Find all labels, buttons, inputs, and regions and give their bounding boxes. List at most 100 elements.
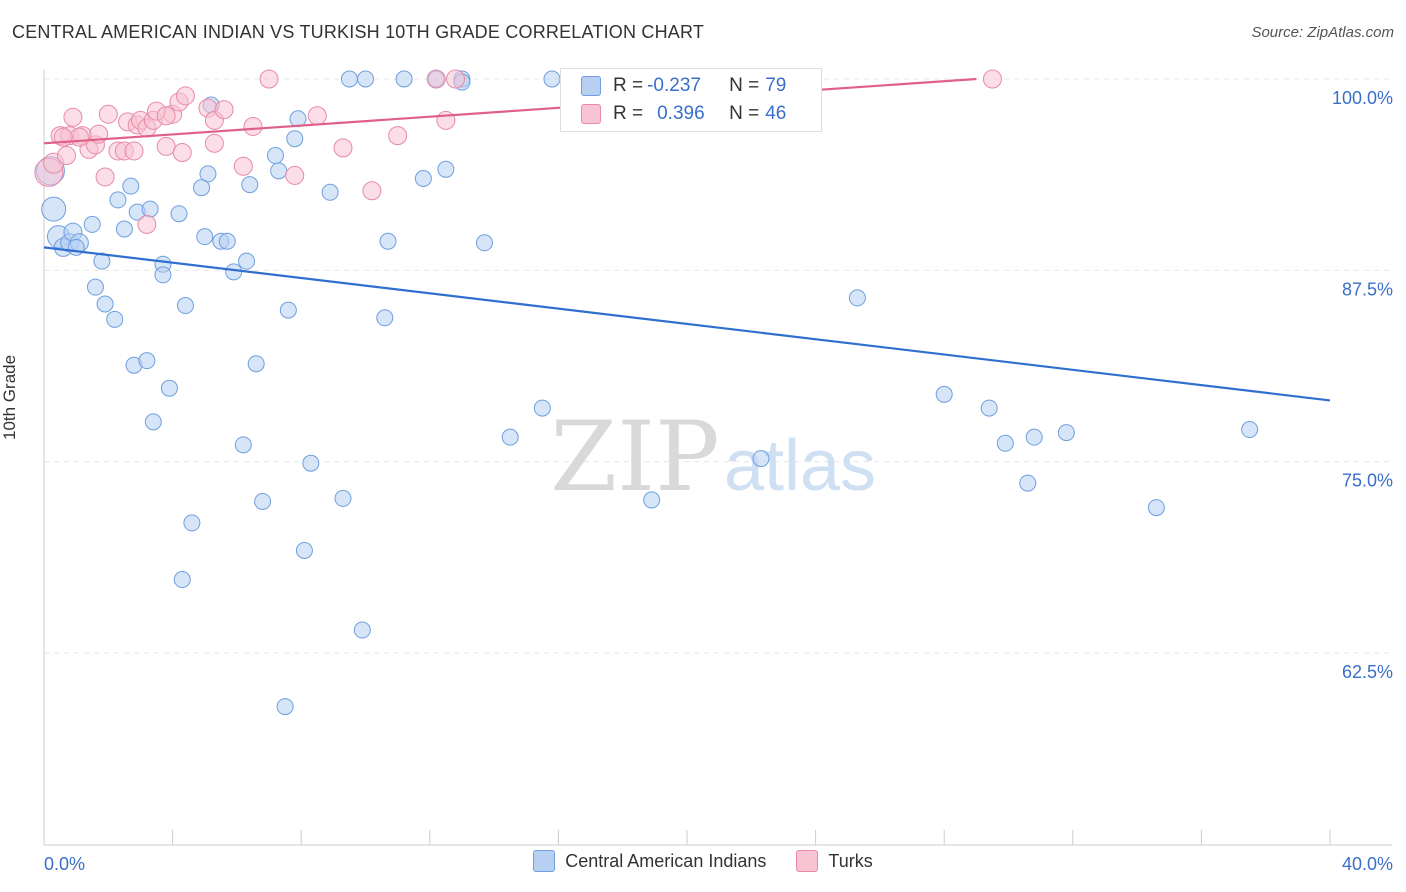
data-point-blue bbox=[225, 263, 243, 281]
data-point-blue bbox=[122, 177, 140, 195]
data-point-blue bbox=[234, 436, 252, 454]
data-point-blue bbox=[475, 234, 493, 252]
data-point-blue bbox=[106, 310, 124, 328]
data-point-blue bbox=[93, 252, 111, 270]
data-point-pink bbox=[98, 104, 118, 124]
watermark: ZIP atlas bbox=[550, 401, 876, 513]
data-point-blue bbox=[376, 309, 394, 327]
data-point-pink bbox=[446, 69, 466, 89]
series-legend-item-blue[interactable]: Central American Indians bbox=[533, 850, 766, 872]
data-point-blue bbox=[295, 541, 313, 559]
data-point-blue bbox=[196, 228, 214, 246]
data-point-pink bbox=[95, 167, 115, 187]
axes bbox=[43, 70, 1392, 846]
data-point-blue bbox=[247, 355, 265, 373]
data-point-blue bbox=[218, 232, 236, 250]
data-point-blue bbox=[41, 196, 67, 222]
data-point-blue bbox=[395, 70, 413, 88]
data-point-blue bbox=[980, 399, 998, 417]
data-point-blue bbox=[357, 70, 374, 88]
data-point-blue bbox=[173, 571, 191, 589]
y-tick-label: 100.0% bbox=[1332, 88, 1393, 108]
chart-title: CENTRAL AMERICAN INDIAN VS TURKISH 10TH … bbox=[12, 22, 705, 42]
data-point-pink bbox=[156, 106, 176, 126]
chart-source: Source: ZipAtlas.com bbox=[1251, 24, 1394, 41]
data-points bbox=[34, 69, 1259, 716]
data-point-blue bbox=[141, 200, 159, 218]
data-point-blue bbox=[1057, 424, 1075, 442]
data-point-pink bbox=[204, 133, 224, 153]
data-point-blue bbox=[238, 252, 256, 270]
data-point-blue bbox=[254, 492, 272, 510]
data-point-pink bbox=[214, 100, 234, 120]
legend-r-value-pink: 0.396 bbox=[657, 103, 705, 124]
correlation-legend: R = -0.237 N = 79 R = 0.396 N = 46 bbox=[560, 68, 822, 132]
data-point-pink bbox=[259, 69, 279, 89]
data-point-pink bbox=[233, 156, 253, 176]
data-point-blue bbox=[321, 183, 339, 201]
legend-row-blue: R = -0.237 N = 79 bbox=[581, 73, 786, 99]
data-point-pink bbox=[124, 141, 144, 161]
data-point-pink bbox=[172, 142, 192, 162]
data-point-blue bbox=[138, 352, 156, 370]
watermark-atlas: atlas bbox=[724, 426, 876, 506]
series-swatch-pink bbox=[796, 850, 819, 872]
legend-row-pink: R = 0.396 N = 46 bbox=[581, 101, 786, 127]
x-tick-label: 40.0% bbox=[1342, 854, 1393, 874]
data-point-blue bbox=[193, 179, 211, 197]
data-point-pink bbox=[69, 127, 89, 147]
data-point-pink bbox=[436, 110, 456, 130]
data-point-pink bbox=[57, 146, 77, 166]
data-point-pink bbox=[63, 107, 83, 127]
data-point-blue bbox=[199, 165, 217, 183]
legend-swatch-pink bbox=[581, 104, 601, 124]
data-point-blue bbox=[86, 278, 104, 296]
data-point-blue bbox=[334, 489, 352, 507]
tick-labels: 100.0% 87.5% 75.0% 62.5% 0.0% 40.0% bbox=[44, 88, 1393, 874]
data-point-pink bbox=[982, 69, 1002, 89]
data-point-pink bbox=[388, 126, 408, 146]
series-label-pink: Turks bbox=[828, 850, 873, 871]
data-point-pink bbox=[243, 116, 263, 136]
data-point-blue bbox=[379, 232, 397, 250]
data-point-pink bbox=[137, 214, 157, 234]
data-point-blue bbox=[96, 295, 114, 313]
data-point-blue bbox=[848, 289, 866, 307]
data-point-blue bbox=[154, 266, 172, 284]
trend-line-blue bbox=[43, 246, 1331, 402]
series-legend-item-pink[interactable]: Turks bbox=[796, 850, 873, 872]
watermark-zip: ZIP bbox=[550, 401, 719, 513]
y-axis-label: 10th Grade bbox=[0, 354, 19, 440]
data-point-blue bbox=[176, 297, 194, 315]
data-point-pink bbox=[285, 165, 305, 185]
data-point-blue bbox=[353, 621, 371, 639]
data-point-pink bbox=[362, 181, 382, 201]
y-tick-label: 62.5% bbox=[1342, 662, 1393, 682]
legend-r-value-blue: -0.237 bbox=[647, 75, 701, 96]
x-tick-label: 0.0% bbox=[44, 854, 85, 874]
legend-r-label: R = bbox=[613, 103, 644, 124]
legend-r-label: R = bbox=[613, 75, 644, 96]
data-point-pink bbox=[156, 136, 176, 156]
data-point-blue bbox=[266, 147, 284, 165]
data-point-blue bbox=[109, 191, 127, 209]
data-point-blue bbox=[270, 162, 288, 180]
data-point-blue bbox=[144, 413, 162, 431]
data-point-blue bbox=[501, 428, 519, 446]
legend-n-value-blue: 79 bbox=[765, 75, 787, 96]
data-point-blue bbox=[437, 160, 455, 178]
data-point-blue bbox=[1241, 421, 1259, 439]
data-point-pink bbox=[333, 138, 353, 158]
data-point-blue bbox=[1147, 499, 1165, 517]
series-legend: Central American Indians Turks bbox=[0, 850, 1406, 872]
series-swatch-blue bbox=[533, 850, 556, 872]
data-point-blue bbox=[752, 450, 770, 468]
data-point-blue bbox=[115, 220, 133, 238]
data-point-blue bbox=[276, 698, 294, 716]
data-point-blue bbox=[1025, 428, 1043, 446]
data-point-blue bbox=[170, 205, 188, 223]
data-point-blue bbox=[286, 130, 304, 148]
y-tick-label: 75.0% bbox=[1342, 471, 1393, 491]
data-point-blue bbox=[996, 434, 1014, 452]
